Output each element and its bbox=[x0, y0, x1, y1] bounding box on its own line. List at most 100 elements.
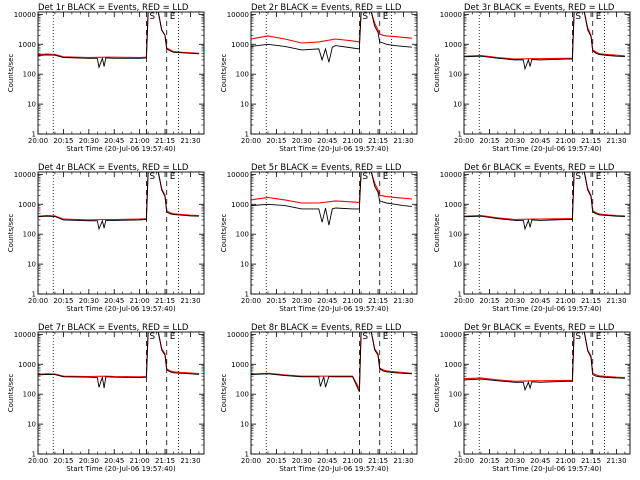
y-tick-label: 1000 bbox=[231, 361, 249, 369]
x-axis-label: Start Time (20-Jul-06 19:57:40) bbox=[66, 305, 176, 313]
x-tick-label: 20:30 bbox=[79, 297, 99, 305]
panel-title: Det 1r BLACK = Events, RED = LLD bbox=[38, 3, 189, 13]
lld-series-line bbox=[38, 12, 199, 59]
x-tick-label: 21:15 bbox=[155, 457, 175, 465]
panel-title: Det 7r BLACK = Events, RED = LLD bbox=[38, 323, 189, 333]
y-tick-label: 1 bbox=[245, 451, 249, 459]
y-tick-label: 10 bbox=[27, 261, 36, 269]
panel-1: Det 1r BLACK = Events, RED = LLD 1 10 100 10… bbox=[7, 3, 205, 153]
x-tick-label: 20:15 bbox=[266, 137, 286, 145]
marker-start: S bbox=[149, 172, 155, 182]
events-series-line bbox=[464, 12, 625, 71]
y-tick-label: 1000 bbox=[18, 41, 36, 49]
x-tick-label: 20:15 bbox=[479, 137, 499, 145]
x-axis-label: Start Time (20-Jul-06 19:57:40) bbox=[492, 145, 602, 153]
x-tick-label: 21:30 bbox=[606, 137, 626, 145]
x-tick-label: 20:15 bbox=[479, 297, 499, 305]
y-tick-label: 10 bbox=[27, 421, 36, 429]
panel-7: Det 7r BLACK = Events, RED = LLD 1 10 100 10… bbox=[7, 323, 205, 473]
x-tick-label: 20:30 bbox=[505, 137, 525, 145]
y-axis-label: Counts/sec bbox=[433, 374, 441, 413]
y-tick-label: 10000 bbox=[14, 171, 36, 179]
y-tick-label: 1 bbox=[32, 291, 36, 299]
y-tick-label: 1000 bbox=[444, 41, 462, 49]
x-tick-label: 20:30 bbox=[505, 297, 525, 305]
x-tick-label: 20:30 bbox=[292, 297, 312, 305]
y-tick-label: 1 bbox=[458, 451, 462, 459]
x-axis-label: Start Time (20-Jul-06 19:57:40) bbox=[279, 305, 389, 313]
x-tick-label: 20:30 bbox=[292, 457, 312, 465]
x-tick-label: 21:00 bbox=[130, 137, 150, 145]
x-tick-label: 21:00 bbox=[343, 457, 363, 465]
x-tick-label: 21:30 bbox=[180, 457, 200, 465]
x-tick-label: 21:00 bbox=[130, 457, 150, 465]
marker-start: S bbox=[362, 332, 368, 342]
panel-title: Det 8r BLACK = Events, RED = LLD bbox=[251, 323, 402, 333]
x-tick-label: 20:00 bbox=[28, 297, 48, 305]
x-tick-label: 21:30 bbox=[180, 297, 200, 305]
lld-series-line bbox=[464, 12, 625, 60]
marker-start: S bbox=[575, 172, 581, 182]
x-tick-label: 20:00 bbox=[454, 457, 474, 465]
plot-frame bbox=[37, 11, 205, 135]
plot-frame bbox=[250, 331, 418, 455]
y-tick-label: 10 bbox=[240, 261, 249, 269]
y-tick-label: 10000 bbox=[14, 331, 36, 339]
marker-end: E bbox=[170, 172, 176, 182]
x-tick-label: 20:00 bbox=[454, 137, 474, 145]
x-tick-label: 20:00 bbox=[241, 457, 261, 465]
y-tick-label: 100 bbox=[236, 391, 249, 399]
x-tick-label: 20:45 bbox=[104, 457, 124, 465]
panel-title: Det 9r BLACK = Events, RED = LLD bbox=[464, 323, 615, 333]
x-tick-label: 21:30 bbox=[393, 457, 413, 465]
x-tick-label: 21:30 bbox=[393, 297, 413, 305]
x-tick-label: 20:15 bbox=[53, 297, 73, 305]
x-tick-label: 21:30 bbox=[393, 137, 413, 145]
x-tick-label: 21:00 bbox=[343, 137, 363, 145]
y-axis-label: Counts/sec bbox=[220, 214, 228, 253]
x-tick-label: 21:00 bbox=[343, 297, 363, 305]
x-tick-label: 20:00 bbox=[28, 137, 48, 145]
x-tick-label: 21:15 bbox=[155, 297, 175, 305]
y-axis-label: Counts/sec bbox=[433, 214, 441, 253]
x-tick-label: 20:15 bbox=[479, 457, 499, 465]
marker-end: E bbox=[383, 172, 389, 182]
lld-series-line bbox=[251, 332, 412, 391]
marker-start: S bbox=[362, 12, 368, 22]
y-tick-label: 100 bbox=[449, 71, 462, 79]
marker-end: E bbox=[170, 12, 176, 22]
y-tick-label: 1 bbox=[32, 451, 36, 459]
x-tick-label: 21:30 bbox=[180, 137, 200, 145]
panel-8: Det 8r BLACK = Events, RED = LLD 1 10 100 10… bbox=[220, 323, 418, 473]
x-tick-label: 21:15 bbox=[581, 297, 601, 305]
x-tick-label: 20:00 bbox=[241, 137, 261, 145]
x-tick-label: 20:15 bbox=[53, 457, 73, 465]
panel-3: Det 3r BLACK = Events, RED = LLD 1 10 100 10… bbox=[433, 3, 631, 153]
x-tick-label: 20:45 bbox=[530, 297, 550, 305]
y-tick-label: 1000 bbox=[18, 361, 36, 369]
marker-start: S bbox=[149, 332, 155, 342]
y-axis-label: Counts/sec bbox=[220, 54, 228, 93]
y-tick-label: 1000 bbox=[231, 41, 249, 49]
y-axis-label: Counts/sec bbox=[220, 374, 228, 413]
y-tick-label: 10000 bbox=[227, 11, 249, 19]
events-series-line bbox=[38, 12, 199, 69]
panel-4: Det 4r BLACK = Events, RED = LLD 1 10 100 10… bbox=[7, 163, 205, 313]
x-tick-label: 20:15 bbox=[266, 457, 286, 465]
panel-9: Det 9r BLACK = Events, RED = LLD 1 10 100 10… bbox=[433, 323, 631, 473]
x-tick-label: 21:15 bbox=[368, 297, 388, 305]
y-axis-label: Counts/sec bbox=[7, 54, 15, 93]
events-series-line bbox=[251, 332, 412, 392]
x-tick-label: 20:00 bbox=[28, 457, 48, 465]
panel-6: Det 6r BLACK = Events, RED = LLD 1 10 100 10… bbox=[433, 163, 631, 313]
lld-series-line bbox=[251, 12, 412, 44]
lld-series-line bbox=[251, 172, 412, 204]
x-tick-label: 21:30 bbox=[606, 457, 626, 465]
plot-frame bbox=[463, 11, 631, 135]
x-axis-label: Start Time (20-Jul-06 19:57:40) bbox=[279, 145, 389, 153]
y-tick-label: 1 bbox=[458, 291, 462, 299]
y-tick-label: 1000 bbox=[18, 201, 36, 209]
y-tick-label: 10000 bbox=[440, 331, 462, 339]
x-tick-label: 21:15 bbox=[155, 137, 175, 145]
panel-title: Det 5r BLACK = Events, RED = LLD bbox=[251, 163, 402, 173]
